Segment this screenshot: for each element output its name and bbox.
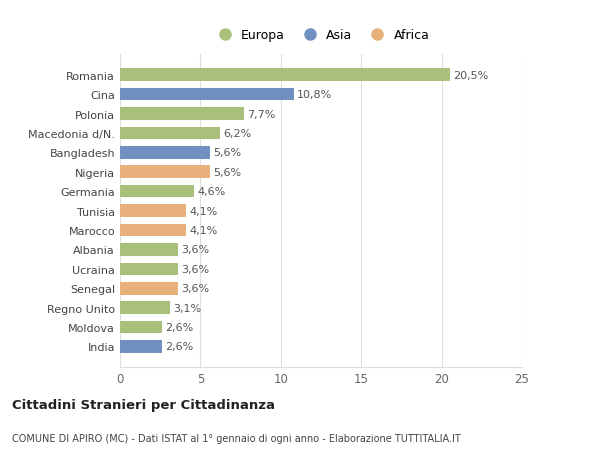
Bar (120, 282, 178, 295)
Bar (120, 127, 220, 140)
Bar (120, 263, 178, 275)
Legend: Europa, Asia, Africa: Europa, Asia, Africa (208, 24, 434, 47)
Text: 3,6%: 3,6% (181, 245, 209, 255)
Text: 5,6%: 5,6% (213, 168, 241, 177)
Bar (120, 321, 162, 334)
Text: 6,2%: 6,2% (223, 129, 251, 139)
Text: 2,6%: 2,6% (165, 342, 193, 352)
Text: 20,5%: 20,5% (453, 71, 488, 80)
Text: COMUNE DI APIRO (MC) - Dati ISTAT al 1° gennaio di ogni anno - Elaborazione TUTT: COMUNE DI APIRO (MC) - Dati ISTAT al 1° … (12, 433, 461, 442)
Text: 4,6%: 4,6% (197, 187, 226, 197)
Bar (120, 224, 186, 237)
Text: 7,7%: 7,7% (247, 109, 275, 119)
Text: 3,1%: 3,1% (173, 303, 201, 313)
Bar (120, 185, 194, 198)
Text: 4,1%: 4,1% (189, 206, 217, 216)
Text: 3,6%: 3,6% (181, 284, 209, 294)
Bar (120, 108, 244, 121)
Bar (120, 147, 210, 159)
Text: 3,6%: 3,6% (181, 264, 209, 274)
Text: 5,6%: 5,6% (213, 148, 241, 158)
Text: 4,1%: 4,1% (189, 225, 217, 235)
Text: 10,8%: 10,8% (297, 90, 332, 100)
Bar (120, 69, 449, 82)
Bar (120, 244, 178, 256)
Text: Cittadini Stranieri per Cittadinanza: Cittadini Stranieri per Cittadinanza (12, 398, 275, 412)
Bar (120, 166, 210, 179)
Bar (120, 341, 162, 353)
Bar (120, 205, 186, 218)
Bar (120, 302, 170, 314)
Bar (120, 89, 293, 101)
Text: 2,6%: 2,6% (165, 322, 193, 332)
